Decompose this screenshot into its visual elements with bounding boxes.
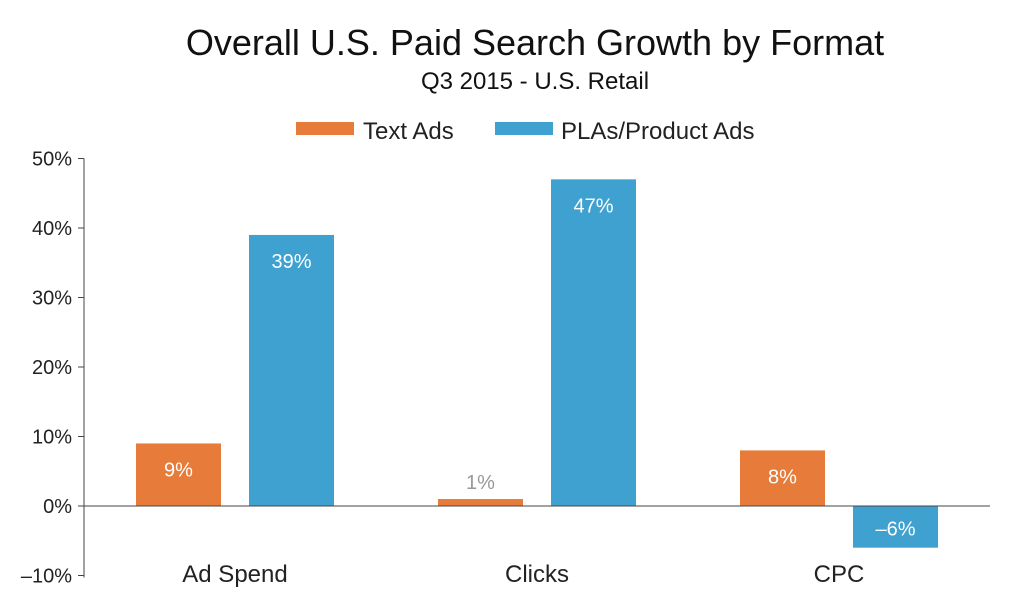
- legend-label-1: PLAs/Product Ads: [561, 118, 754, 145]
- bar-1-1: [551, 179, 636, 506]
- bar-1-0: [249, 234, 334, 506]
- legend: Text Ads PLAs/Product Ads: [296, 118, 754, 145]
- bar-0-1: [438, 499, 523, 506]
- data-label-0-2: 8%: [768, 466, 797, 488]
- y-tick-label: 30%: [32, 288, 72, 310]
- x-tick-label: CPC: [814, 561, 865, 588]
- legend-label-0: Text Ads: [363, 118, 454, 145]
- chart-title: Overall U.S. Paid Search Growth by Forma…: [185, 22, 885, 63]
- chart-subtitle: Q3 2015 - U.S. Retail: [420, 68, 650, 95]
- bar-1-2: [853, 506, 938, 548]
- y-axis: –10% 0% 10% 20% 30% 40% 50%: [21, 149, 85, 588]
- legend-swatch-0: [296, 122, 354, 135]
- bar-0-0: [136, 443, 221, 506]
- y-tick-label: 0%: [43, 496, 72, 518]
- data-label-1-0: 39%: [271, 251, 311, 273]
- data-label-1-1: 47%: [573, 195, 613, 217]
- bars: 9% 39% 1% 47% 8% –6%: [136, 179, 938, 548]
- data-label-1-2: –6%: [875, 519, 915, 541]
- y-tick-label: 40%: [32, 218, 72, 240]
- y-tick-label: 50%: [32, 149, 72, 171]
- data-label-0-1: 1%: [466, 472, 495, 494]
- y-tick-label: 10%: [32, 427, 72, 449]
- data-label-0-0: 9%: [164, 459, 193, 481]
- bar-0-2: [740, 450, 825, 506]
- x-axis: Ad Spend Clicks CPC: [84, 505, 990, 588]
- y-tick-label: –10%: [21, 566, 72, 588]
- x-tick-label: Clicks: [505, 561, 569, 588]
- y-tick-label: 20%: [32, 357, 72, 379]
- legend-swatch-1: [495, 122, 553, 135]
- x-tick-label: Ad Spend: [182, 561, 287, 588]
